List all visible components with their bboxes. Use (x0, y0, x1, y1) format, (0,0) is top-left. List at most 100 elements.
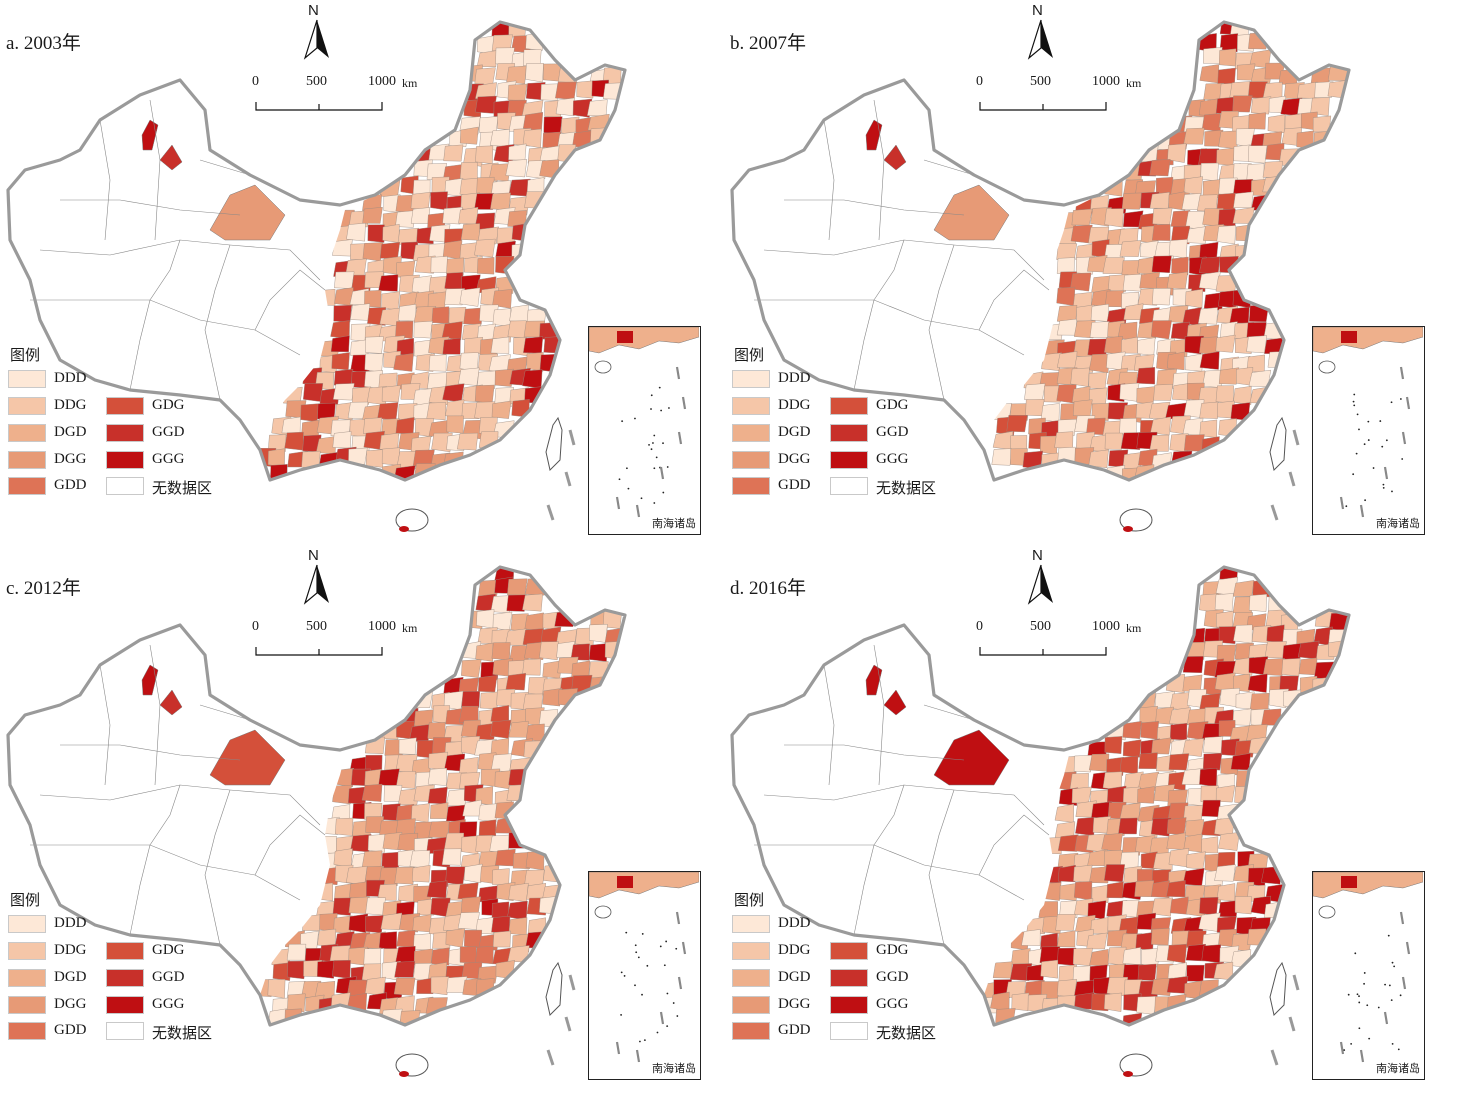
prefecture-cell (543, 63, 561, 82)
legend-swatch (830, 477, 868, 495)
prefecture-cell (588, 643, 608, 662)
legend-swatch (106, 424, 144, 442)
map-legend: 图例 DDD DDG DGD DGG GDD GDG GGD GGG 无数据区 (732, 344, 972, 544)
prefecture-cell (494, 368, 514, 387)
prefecture-cell (478, 819, 497, 838)
prefecture-cell (350, 243, 367, 260)
prefecture-cell (1183, 176, 1203, 195)
national-border (730, 565, 1351, 1027)
prefecture-cell (1233, 673, 1251, 693)
prefecture-cell (1169, 707, 1192, 726)
prefecture-cell (474, 384, 495, 404)
legend-label: DGD (778, 424, 811, 440)
legend-swatch (8, 424, 46, 442)
prefecture-cell (413, 933, 431, 951)
prefecture-cell (300, 403, 320, 422)
legend-swatch (732, 451, 770, 469)
prefecture-cell (1137, 786, 1155, 804)
prefecture-cell (1183, 127, 1205, 145)
prefecture-cell (457, 912, 480, 930)
prefecture-cell (428, 354, 447, 372)
prefecture-cell (364, 976, 386, 996)
prefecture-cell (1057, 864, 1076, 883)
prefecture-cell (1151, 737, 1172, 755)
north-arrow-icon: N (1024, 2, 1058, 64)
scale-tick-label: 0 (252, 74, 259, 89)
prefecture-cell (331, 352, 350, 371)
legend-swatch (830, 942, 868, 960)
prefecture-cell (1215, 334, 1236, 353)
prefecture-cell (1101, 832, 1123, 853)
prefecture-cell (379, 242, 401, 259)
prefecture-cell (587, 99, 608, 117)
legend-label: DDD (54, 915, 87, 931)
prefecture-cell (1011, 992, 1030, 1011)
national-border (730, 20, 1351, 482)
prefecture-cell (1057, 979, 1077, 998)
prefecture-cell (378, 274, 399, 292)
prefecture-cell (362, 242, 384, 262)
region-highlight (141, 119, 159, 151)
prefecture-cell (378, 768, 400, 787)
prefecture-cell (1054, 803, 1074, 823)
prefecture-cell (1248, 594, 1268, 612)
prefecture-cell (1266, 624, 1285, 644)
legend-label: DGD (54, 969, 87, 985)
prefecture-cell (1199, 767, 1218, 788)
prefecture-cell (1297, 640, 1320, 660)
prefecture-cell (365, 449, 385, 468)
prefecture-cell (475, 642, 494, 662)
prefecture-cell (1197, 307, 1218, 325)
prefecture-cell (1199, 401, 1219, 419)
prefecture-cell (1168, 239, 1188, 259)
prefecture-cell (1201, 944, 1222, 963)
prefecture-cell (1021, 929, 1041, 946)
prefecture-cell (365, 336, 384, 354)
prefecture-cell (397, 403, 418, 421)
taiwan-island (545, 961, 563, 1016)
prefecture-cell (539, 641, 559, 661)
prefecture-cell (507, 900, 528, 921)
prefecture-cell (1169, 722, 1188, 741)
prefecture-cell (491, 901, 510, 919)
prefecture-cell (1201, 836, 1219, 854)
south-china-sea-inset: 南海诸岛 (588, 871, 701, 1080)
prefecture-cell (1298, 657, 1318, 676)
prefecture-cell (1104, 736, 1123, 754)
prefecture-cell (1168, 753, 1190, 771)
prefecture-cell (1087, 338, 1108, 357)
prefecture-cell (394, 960, 416, 978)
north-label: N (308, 547, 319, 564)
prefecture-cell (332, 960, 351, 979)
legend-label: DDG (778, 397, 811, 413)
prefecture-cell (508, 143, 527, 161)
legend-swatch (106, 1022, 144, 1040)
prefecture-cell (1120, 432, 1142, 450)
prefecture-cell (495, 848, 516, 867)
prefecture-cell (1230, 949, 1252, 969)
prefecture-cell (1089, 949, 1109, 967)
legend-label: DDG (778, 942, 811, 958)
prefecture-cell (412, 914, 432, 933)
prefecture-cell (1218, 900, 1238, 918)
legend-swatch (8, 942, 46, 960)
prefecture-cell (267, 434, 287, 452)
prefecture-cell (1152, 207, 1173, 225)
prefecture-cell (1234, 896, 1252, 915)
prefecture-cell (1103, 864, 1125, 883)
legend-title: 图例 (734, 348, 765, 364)
prefecture-cell (267, 448, 285, 468)
prefecture-cell (495, 960, 516, 980)
prefecture-cell (1267, 114, 1286, 134)
choropleth-map (6, 565, 627, 1077)
prefecture-cell (377, 883, 397, 901)
legend-swatch (8, 477, 46, 495)
prefecture-cell (1104, 432, 1123, 450)
prefecture-cell (1104, 336, 1123, 355)
map-legend: 图例 DDD DDG DGD DGG GDD GDG GGD GGG 无数据区 (8, 889, 248, 1089)
prefecture-cell (411, 865, 431, 883)
prefecture-cell (1073, 755, 1093, 773)
prefecture-cell (1149, 159, 1171, 177)
prefecture-cell (505, 672, 527, 691)
prefecture-cell (350, 303, 371, 321)
